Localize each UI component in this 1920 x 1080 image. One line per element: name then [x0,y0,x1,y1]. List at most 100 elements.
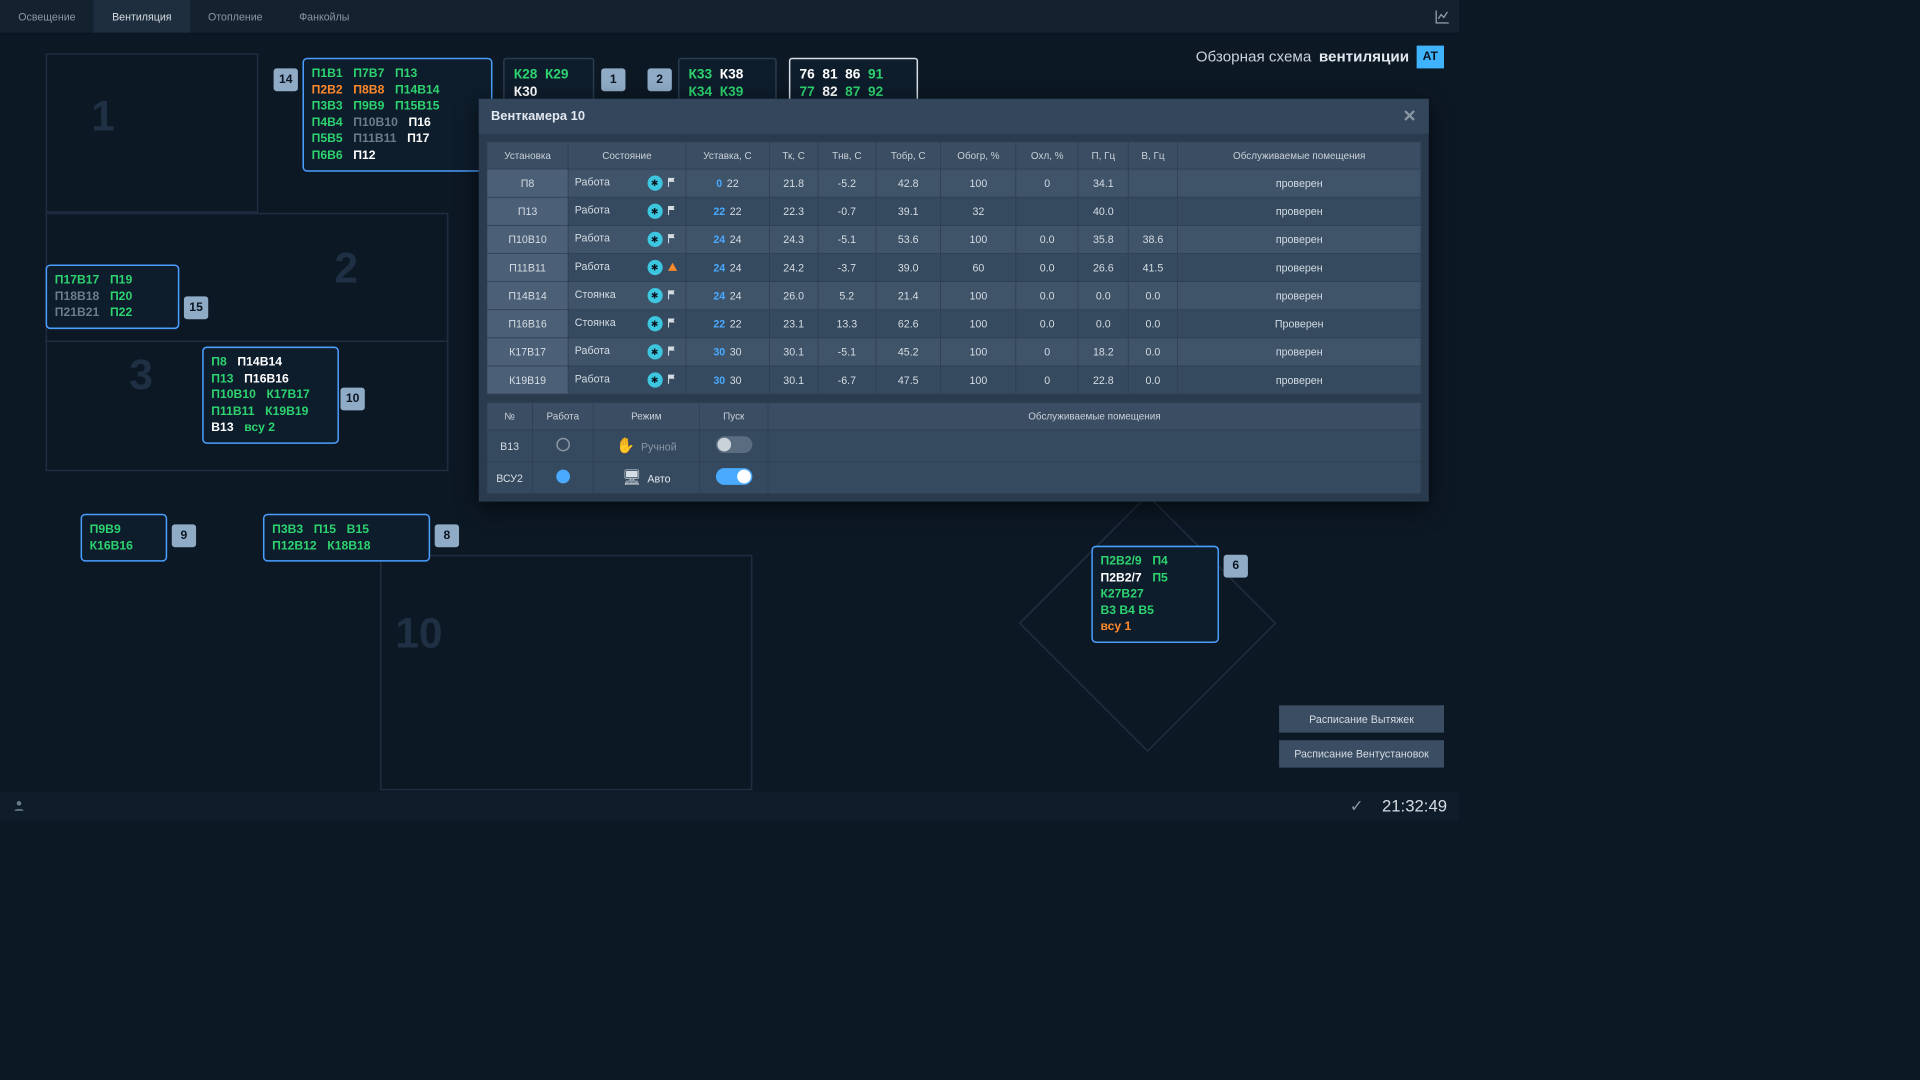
tag-item: В15 [347,521,369,537]
table-row[interactable]: П16В16Стоянка✱222223.113.362.61000.00.00… [487,310,1421,338]
tag-item: П15В15 [395,98,440,114]
tagbox-low-m[interactable]: П3В3П15В15П12В12К18В18 [263,514,430,562]
k2-c: К34 [689,84,713,99]
tag-item: П3В3 [272,521,303,537]
tag-item: всу 1 [1100,619,1131,635]
tagbox-right[interactable]: П2В2/9П4П2В2/7П5К27В27В3 В4 В5всу 1 [1091,546,1219,643]
table-row[interactable]: П13Работа✱222222.3-0.739.13240.0проверен [487,197,1421,225]
badge-8[interactable]: 8 [435,524,459,547]
schedule-exhaust-button[interactable]: Расписание Вытяжек [1279,705,1444,732]
col-header: Состояние [568,142,685,169]
num-cell: 77 [800,84,815,99]
clock: 21:32:49 [1382,796,1447,816]
tagbox-mid[interactable]: П8П14В14П13П16В16П10В10К17В17П11В11К19В1… [202,347,339,444]
badge-1[interactable]: 1 [601,68,625,91]
flag-icon [665,316,679,330]
col-header: Тобр, С [876,142,941,169]
flag-icon [665,372,679,386]
zone-1-label: 1 [91,91,115,140]
num-cell: 91 [868,66,883,81]
status-led [556,470,570,484]
tag-item: П17 [407,131,429,147]
tab-fancoils[interactable]: Фанкойлы [281,0,368,33]
col-header: Тнв, С [818,142,876,169]
tagbox-main[interactable]: П1В1П7В7П13П2В2П8В8П14В14П3В3П9В9П15В15П… [302,58,492,172]
modal-title: Венткамера 10 [491,109,585,124]
status-led [556,438,570,452]
col-header: № [487,402,533,429]
aux-row[interactable]: В13✋ Ручной [487,430,1421,462]
snowflake-icon: ✱ [647,316,662,331]
tag-item: всу 2 [244,420,275,436]
flag-icon [665,232,679,246]
badge-9[interactable]: 9 [172,524,196,547]
schedule-vent-units-button[interactable]: Расписание Вентустановок [1279,740,1444,767]
flag-icon [665,344,679,358]
table-row[interactable]: К17В17Работа✱303030.1-5.145.2100018.20.0… [487,338,1421,366]
table-row[interactable]: П10В10Работа✱242424.3-5.153.61000.035.83… [487,225,1421,253]
badge-10[interactable]: 10 [340,388,364,411]
snowflake-icon: ✱ [647,176,662,191]
flag-icon [665,288,679,302]
col-header: Обслуживаемые помещения [1178,142,1421,169]
tag-item: П4 [1152,553,1168,569]
aux-row[interactable]: ВСУ2🖥 Авто [487,462,1421,494]
zone-10-shape [380,555,752,791]
tagbox-left[interactable]: П17В17П19П18В18П20П21В21П22 [46,264,180,328]
user-icon[interactable] [12,798,26,814]
k2-b: К38 [720,66,744,81]
col-header: Охл, % [1016,142,1078,169]
k1-b: К29 [545,66,569,81]
tag-item: П9В9 [90,521,121,537]
tag-item: К18В18 [327,538,370,554]
units-table: УстановкаСостояниеУставка, СТк, СТнв, СТ… [486,141,1421,394]
tag-item: П4В4 [312,115,343,131]
run-toggle[interactable] [716,436,752,453]
tag-item: П10В10 [353,115,398,131]
col-header: В, Гц [1128,142,1177,169]
col-header: Тк, С [769,142,818,169]
run-toggle[interactable] [716,468,752,485]
tab-heating[interactable]: Отопление [190,0,281,33]
check-icon[interactable]: ✓ [1350,796,1364,816]
num-cell: 76 [800,66,815,81]
tag-item: П13 [395,65,417,81]
snowflake-icon: ✱ [647,372,662,387]
tag-item: П21В21 [55,305,100,321]
close-icon[interactable]: ✕ [1403,106,1417,126]
footer-buttons: Расписание Вытяжек Расписание Вентустано… [1279,705,1444,767]
tagbox-low-l[interactable]: П9В9К16В16 [81,514,168,562]
snowflake-icon: ✱ [647,288,662,303]
tag-item: П10В10 [211,387,256,403]
tag-item: П17В17 [55,272,100,288]
col-header: Обслуживаемые помещения [768,402,1421,429]
col-header: П, Гц [1078,142,1128,169]
snowflake-icon: ✱ [647,344,662,359]
table-row[interactable]: П14В14Стоянка✱242426.05.221.41000.00.00.… [487,282,1421,310]
tag-item: П16В16 [244,371,289,387]
num-cell: 86 [845,66,860,81]
tag-item: П18В18 [55,288,100,304]
aux-table: №РаботаРежимПускОбслуживаемые помещения … [486,402,1421,494]
chart-icon[interactable] [1426,0,1459,33]
tag-item: П5 [1152,570,1168,586]
table-row[interactable]: П11В11Работа✱242424.2-3.739.0600.026.641… [487,253,1421,281]
zone-10-label: 10 [395,608,442,657]
num-cell: 81 [822,66,837,81]
badge-2[interactable]: 2 [648,68,672,91]
status-bar: ✓ 21:32:49 [0,792,1459,821]
tag-item: П12 [353,147,375,163]
snowflake-icon: ✱ [647,260,662,275]
zone-2-label: 2 [334,243,358,292]
warning-icon [665,260,679,274]
badge-14[interactable]: 14 [274,68,298,91]
table-row[interactable]: К19В19Работа✱303030.1-6.747.5100022.80.0… [487,366,1421,394]
badge-15[interactable]: 15 [184,296,208,319]
table-row[interactable]: П8Работа✱02221.8-5.242.8100034.1проверен [487,169,1421,197]
tab-lighting[interactable]: Освещение [0,0,94,33]
flag-icon [665,204,679,218]
badge-6[interactable]: 6 [1224,555,1248,578]
col-header: Установка [487,142,569,169]
tab-ventilation[interactable]: Вентиляция [94,0,190,33]
tag-item: П14В14 [237,354,282,370]
